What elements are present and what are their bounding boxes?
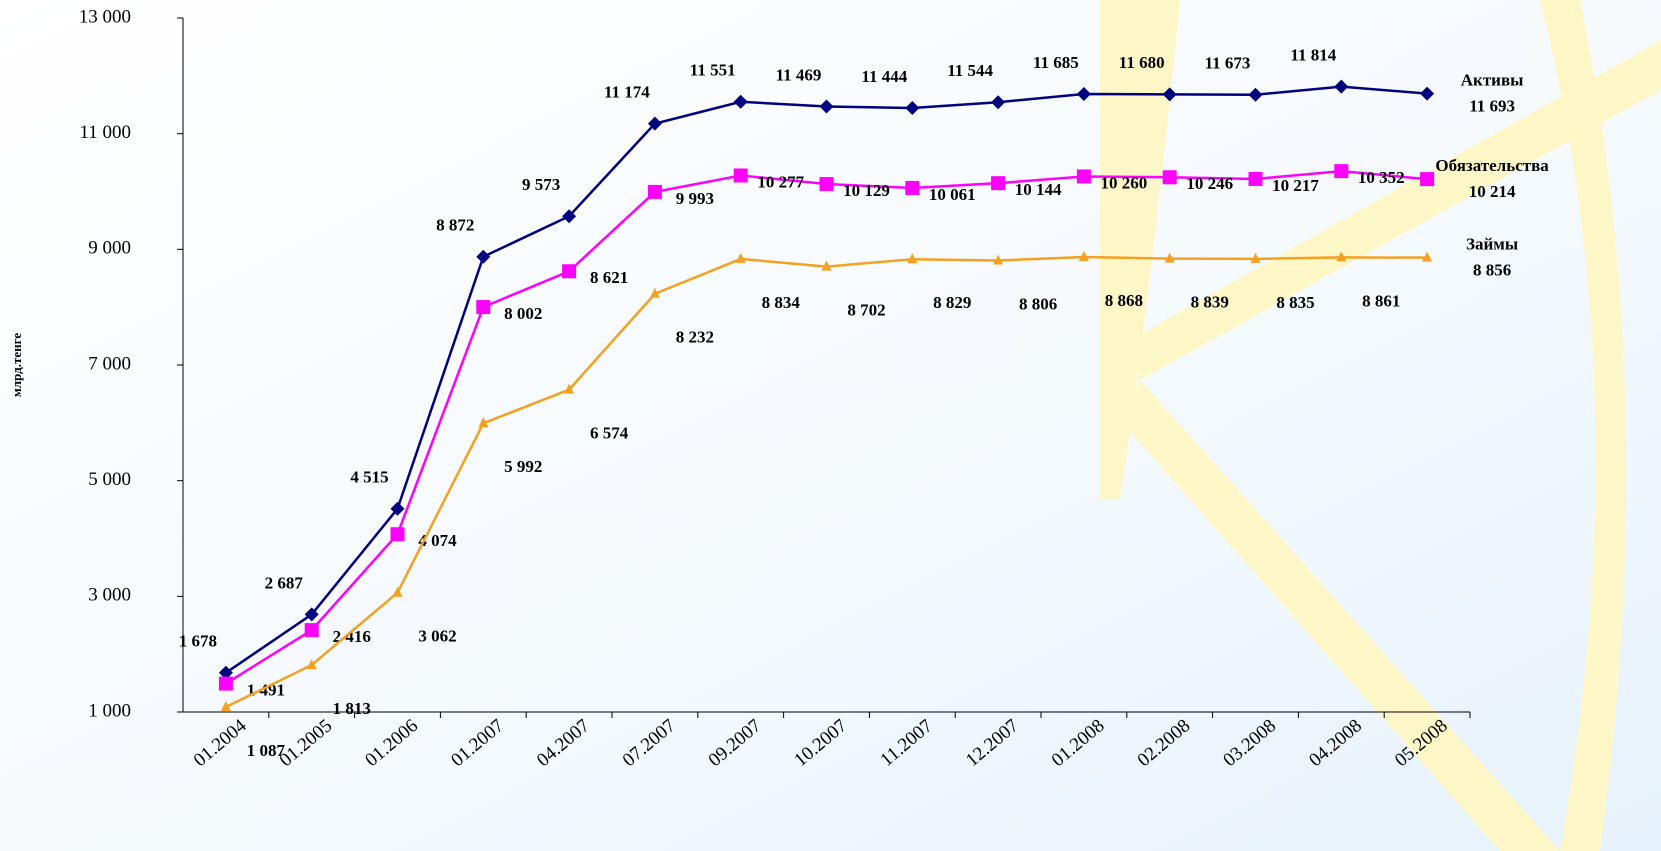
value-label: 10 214 — [1469, 182, 1516, 201]
value-label: 8 621 — [590, 268, 628, 287]
marker — [991, 176, 1005, 190]
value-label: 8 834 — [762, 293, 801, 312]
marker — [562, 264, 576, 278]
marker — [391, 527, 405, 541]
value-label: 8 856 — [1473, 261, 1511, 280]
value-label: 5 992 — [504, 457, 542, 476]
value-label: 1 813 — [333, 699, 371, 718]
marker — [905, 181, 919, 195]
value-label: 11 673 — [1205, 54, 1251, 73]
marker — [1249, 172, 1263, 186]
marker — [476, 300, 490, 314]
y-axis-label: млрд.тенге — [9, 333, 24, 397]
value-label: 10 144 — [1015, 180, 1062, 199]
value-label: 10 260 — [1101, 173, 1148, 192]
value-label: 10 217 — [1272, 176, 1319, 195]
marker — [1334, 164, 1348, 178]
value-label: 8 232 — [676, 328, 714, 347]
value-label: 8 868 — [1105, 291, 1143, 310]
value-label: 11 685 — [1033, 53, 1079, 72]
value-label: 8 806 — [1019, 294, 1057, 313]
value-label: 8 872 — [436, 216, 474, 235]
y-tick-label: 3 000 — [88, 585, 131, 606]
marker — [648, 185, 662, 199]
value-label: 11 469 — [776, 65, 822, 84]
value-label: 8 829 — [933, 293, 971, 312]
value-label: 9 573 — [522, 175, 560, 194]
value-label: 11 544 — [947, 61, 993, 80]
value-label: 9 993 — [676, 189, 714, 208]
value-label: 2 687 — [265, 573, 304, 592]
value-label: 10 352 — [1358, 168, 1405, 187]
value-label: 11 680 — [1119, 53, 1165, 72]
value-label: 8 839 — [1191, 293, 1229, 312]
value-label: 10 277 — [757, 172, 804, 191]
value-label: 3 062 — [418, 627, 456, 646]
value-label: 8 835 — [1276, 293, 1314, 312]
value-label: 10 129 — [843, 181, 890, 200]
marker — [734, 168, 748, 182]
value-label: 11 444 — [861, 67, 907, 86]
value-label: 1 678 — [179, 632, 217, 651]
value-label: 8 861 — [1362, 291, 1400, 310]
value-label: 6 574 — [590, 424, 629, 443]
marker — [305, 623, 319, 637]
series-label: Займы — [1466, 235, 1518, 254]
marker — [219, 677, 233, 691]
marker — [1163, 170, 1177, 184]
value-label: 11 693 — [1469, 96, 1515, 115]
chart: млрд.тенге 1 000 3 000 5 000 7 000 9 000 11 0… — [0, 0, 1661, 851]
y-tick-label: 13 000 — [79, 6, 131, 27]
value-label: 8 702 — [847, 300, 885, 319]
marker — [1420, 172, 1434, 186]
y-tick-label: 1 000 — [88, 700, 131, 721]
value-label: 11 174 — [604, 83, 650, 102]
y-tick-label: 7 000 — [88, 353, 131, 374]
value-label: 8 002 — [504, 304, 542, 323]
y-tick-label: 9 000 — [88, 238, 131, 259]
value-label: 11 814 — [1290, 45, 1336, 64]
series-label: Обязательства — [1435, 156, 1549, 175]
value-label: 11 551 — [690, 61, 736, 80]
value-label: 1 087 — [247, 741, 286, 760]
marker — [820, 177, 834, 191]
marker — [1077, 169, 1091, 183]
value-label: 4 515 — [350, 468, 388, 487]
y-tick-label: 11 000 — [79, 122, 131, 143]
value-label: 10 246 — [1186, 174, 1233, 193]
series-label: Активы — [1461, 70, 1524, 89]
value-label: 10 061 — [929, 185, 976, 204]
y-tick-label: 5 000 — [88, 469, 131, 490]
value-label: 1 491 — [247, 681, 285, 700]
